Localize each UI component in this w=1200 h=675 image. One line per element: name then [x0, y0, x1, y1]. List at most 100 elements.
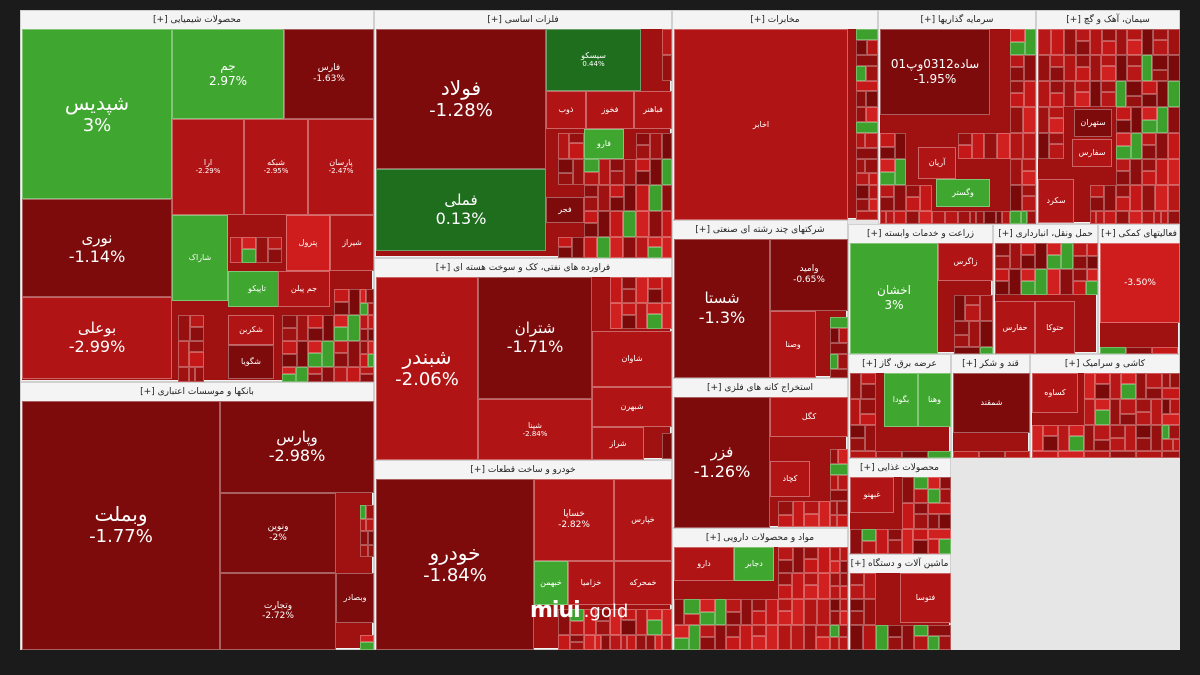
- small-stock-tile[interactable]: [1142, 185, 1155, 211]
- small-stock-tile[interactable]: [830, 561, 840, 573]
- small-stock-tile[interactable]: [1010, 107, 1023, 133]
- small-stock-tile[interactable]: [334, 315, 348, 327]
- small-stock-tile[interactable]: [888, 529, 902, 540]
- sector-header[interactable]: محصولات شیمیایی [+]: [21, 11, 373, 29]
- small-stock-tile[interactable]: [895, 159, 906, 185]
- small-stock-tile[interactable]: [752, 636, 766, 650]
- small-stock-tile[interactable]: [348, 341, 360, 367]
- small-stock-tile[interactable]: [610, 197, 624, 211]
- small-stock-tile[interactable]: [1010, 159, 1022, 185]
- small-stock-tile[interactable]: [282, 367, 296, 374]
- small-stock-tile[interactable]: [1152, 55, 1168, 70]
- stock-tile[interactable]: خزامیا: [568, 561, 614, 605]
- stock-tile[interactable]: ستهران: [1074, 109, 1112, 137]
- small-stock-tile[interactable]: [1025, 29, 1036, 55]
- small-stock-tile[interactable]: [804, 547, 818, 559]
- small-stock-tile[interactable]: [178, 315, 190, 341]
- small-stock-tile[interactable]: [662, 433, 672, 459]
- small-stock-tile[interactable]: [970, 211, 976, 224]
- stock-tile[interactable]: خساپا -2.82%: [534, 479, 614, 561]
- small-stock-tile[interactable]: [914, 489, 928, 503]
- stock-tile[interactable]: سفارس: [1072, 139, 1112, 167]
- small-stock-tile[interactable]: [256, 237, 268, 263]
- small-stock-tile[interactable]: [866, 91, 878, 107]
- small-stock-tile[interactable]: [984, 133, 997, 159]
- small-stock-tile[interactable]: [1094, 425, 1110, 440]
- small-stock-tile[interactable]: [1100, 347, 1126, 354]
- small-stock-tile[interactable]: [1170, 399, 1180, 414]
- small-stock-tile[interactable]: [860, 399, 876, 414]
- stock-tile[interactable]: شتران -1.71%: [478, 277, 592, 399]
- small-stock-tile[interactable]: [856, 81, 878, 91]
- small-stock-tile[interactable]: [674, 625, 689, 638]
- small-stock-tile[interactable]: [1024, 81, 1036, 107]
- small-stock-tile[interactable]: [866, 107, 878, 122]
- small-stock-tile[interactable]: [621, 635, 627, 650]
- small-stock-tile[interactable]: [1153, 29, 1168, 40]
- small-stock-tile[interactable]: [1136, 438, 1151, 451]
- stock-tile[interactable]: بوعلی -2.99%: [22, 297, 172, 379]
- small-stock-tile[interactable]: [945, 211, 958, 224]
- small-stock-tile[interactable]: [778, 611, 792, 625]
- small-stock-tile[interactable]: [627, 635, 636, 650]
- small-stock-tile[interactable]: [1084, 451, 1110, 458]
- stock-tile[interactable]: فزر -1.26%: [674, 397, 770, 528]
- small-stock-tile[interactable]: [1060, 269, 1073, 295]
- small-stock-tile[interactable]: [1136, 399, 1151, 412]
- small-stock-tile[interactable]: [1151, 399, 1162, 425]
- small-stock-tile[interactable]: [1075, 92, 1090, 107]
- small-stock-tile[interactable]: [570, 642, 584, 650]
- small-stock-tile[interactable]: [1130, 159, 1142, 185]
- sector-header[interactable]: سیمان، آهک و گچ [+]: [1037, 11, 1179, 29]
- small-stock-tile[interactable]: [838, 354, 848, 369]
- small-stock-tile[interactable]: [850, 451, 876, 458]
- small-stock-tile[interactable]: [1170, 373, 1180, 388]
- small-stock-tile[interactable]: [830, 637, 839, 650]
- small-stock-tile[interactable]: [804, 625, 816, 650]
- small-stock-tile[interactable]: [980, 295, 993, 321]
- small-stock-tile[interactable]: [1142, 55, 1152, 81]
- small-stock-tile[interactable]: [1101, 81, 1116, 92]
- stock-tile[interactable]: ارا -2.29%: [172, 119, 244, 215]
- small-stock-tile[interactable]: [792, 599, 804, 625]
- small-stock-tile[interactable]: [1021, 211, 1027, 224]
- small-stock-tile[interactable]: [1142, 81, 1157, 94]
- small-stock-tile[interactable]: [913, 540, 928, 554]
- small-stock-tile[interactable]: [766, 625, 778, 650]
- small-stock-tile[interactable]: [880, 172, 895, 185]
- small-stock-tile[interactable]: [1090, 211, 1096, 224]
- small-stock-tile[interactable]: [932, 211, 945, 224]
- small-stock-tile[interactable]: [1157, 107, 1168, 133]
- small-stock-tile[interactable]: [839, 637, 848, 650]
- small-stock-tile[interactable]: [662, 237, 672, 258]
- small-stock-tile[interactable]: [610, 237, 623, 258]
- small-stock-tile[interactable]: [867, 40, 878, 55]
- small-stock-tile[interactable]: [1035, 243, 1047, 269]
- stock-tile[interactable]: نوری -1.14%: [22, 199, 172, 297]
- small-stock-tile[interactable]: [1142, 94, 1157, 107]
- small-stock-tile[interactable]: [570, 609, 584, 621]
- small-stock-tile[interactable]: [1069, 425, 1084, 436]
- small-stock-tile[interactable]: [347, 367, 360, 382]
- small-stock-tile[interactable]: [980, 321, 993, 347]
- small-stock-tile[interactable]: [558, 635, 570, 650]
- small-stock-tile[interactable]: [366, 289, 374, 303]
- small-stock-tile[interactable]: [1101, 66, 1116, 81]
- small-stock-tile[interactable]: [1142, 159, 1156, 171]
- small-stock-tile[interactable]: [230, 237, 242, 263]
- small-stock-tile[interactable]: [662, 277, 672, 303]
- stock-tile[interactable]: خودرو -1.84%: [376, 479, 534, 650]
- small-stock-tile[interactable]: [804, 585, 818, 599]
- small-stock-tile[interactable]: [1038, 133, 1049, 159]
- small-stock-tile[interactable]: [647, 620, 662, 635]
- small-stock-tile[interactable]: [741, 599, 752, 625]
- small-stock-tile[interactable]: [636, 185, 649, 211]
- small-stock-tile[interactable]: [856, 122, 878, 133]
- small-stock-tile[interactable]: [674, 599, 684, 625]
- small-stock-tile[interactable]: [984, 211, 996, 224]
- small-stock-tile[interactable]: [242, 249, 256, 263]
- small-stock-tile[interactable]: [1142, 211, 1154, 224]
- small-stock-tile[interactable]: [838, 475, 848, 490]
- stock-tile[interactable]: جم 2.97%: [172, 29, 284, 119]
- small-stock-tile[interactable]: [940, 477, 951, 489]
